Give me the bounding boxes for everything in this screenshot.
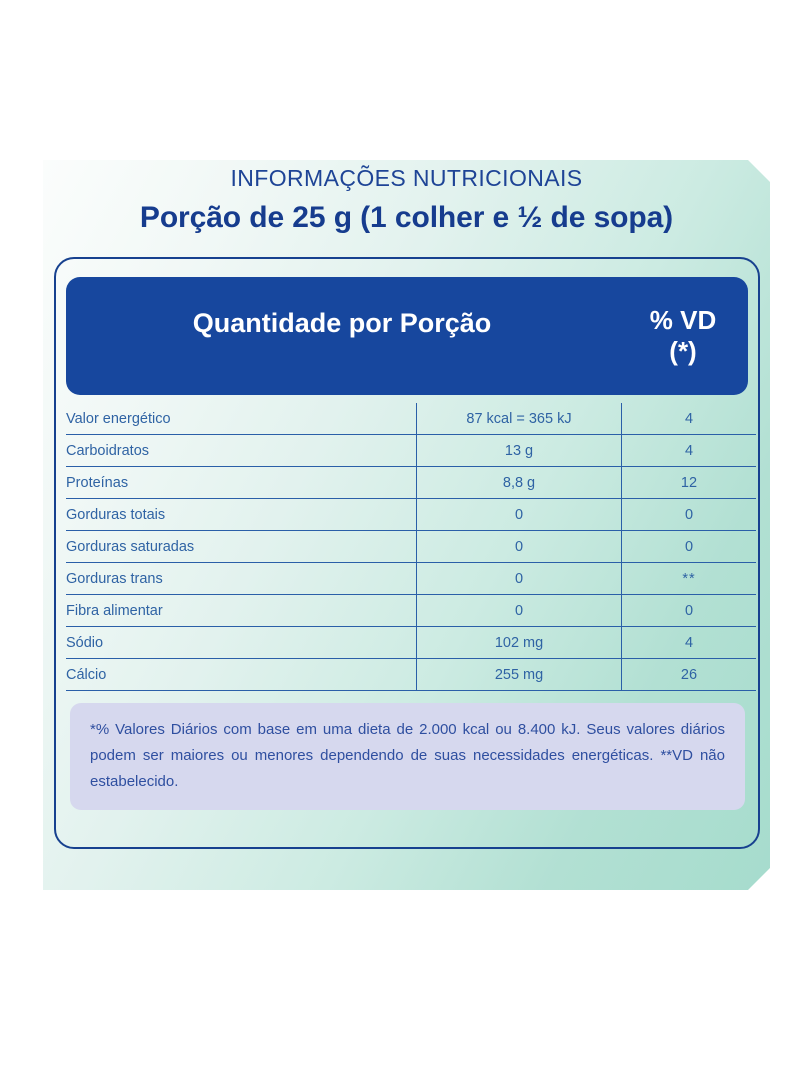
nutrient-amount: 13 g: [416, 434, 622, 467]
column-header-vd-label: % VD: [649, 305, 717, 336]
nutrient-vd: 4: [621, 434, 756, 467]
nutrient-vd: 0: [621, 594, 756, 627]
nutrient-name: Fibra alimentar: [66, 594, 417, 627]
table-outline: [54, 257, 760, 849]
table-column-header: Quantidade por Porção % VD (*): [66, 277, 748, 395]
table-row: Gorduras saturadas 0 0: [66, 530, 756, 563]
nutrient-name: Cálcio: [66, 658, 417, 691]
nutrient-vd: 0: [621, 530, 756, 563]
nutrition-table-body: Valor energético 87 kcal = 365 kJ 4 Carboid…: [66, 403, 756, 691]
nutrient-amount: 0: [416, 562, 622, 595]
nutrient-amount: 87 kcal = 365 kJ: [416, 403, 622, 435]
footnote-text: *% Valores Diários com base em uma dieta…: [90, 721, 725, 790]
table-row: Proteínas 8,8 g 12: [66, 466, 756, 499]
nutrient-name: Gorduras saturadas: [66, 530, 417, 563]
nutrient-name: Carboidratos: [66, 434, 417, 467]
nutrient-vd: 12: [621, 466, 756, 499]
nutrient-name: Gorduras trans: [66, 562, 417, 595]
table-row: Gorduras totais 0 0: [66, 498, 756, 531]
page-title: INFORMAÇÕES NUTRICIONAIS: [230, 165, 583, 191]
table-row: Valor energético 87 kcal = 365 kJ 4: [66, 403, 756, 435]
nutrient-amount: 0: [416, 594, 622, 627]
table-row: Cálcio 255 mg 26: [66, 658, 756, 691]
nutrient-name: Proteínas: [66, 466, 417, 499]
column-header-vd: % VD (*): [618, 305, 748, 366]
table-row: Sódio 102 mg 4: [66, 626, 756, 659]
nutrient-amount: 255 mg: [416, 658, 622, 691]
nutrition-table: Valor energético 87 kcal = 365 kJ 4 Carboid…: [66, 403, 756, 691]
nutrient-name: Valor energético: [66, 403, 417, 435]
nutrient-vd: **: [621, 562, 756, 595]
nutrient-amount: 8,8 g: [416, 466, 622, 499]
heading-block: INFORMAÇÕES NUTRICIONAIS Porção de 25 g …: [43, 160, 770, 235]
column-header-quantity: Quantidade por Porção: [192, 307, 492, 338]
nutrient-amount: 102 mg: [416, 626, 622, 659]
nutrient-vd: 26: [621, 658, 756, 691]
nutrient-vd: 4: [621, 626, 756, 659]
portion-subtitle: Porção de 25 g (1 colher e ½ de sopa): [139, 201, 674, 234]
nutrient-vd: 4: [621, 403, 756, 435]
table-row: Fibra alimentar 0 0: [66, 594, 756, 627]
nutrient-amount: 0: [416, 498, 622, 531]
footnote-box: *% Valores Diários com base em uma dieta…: [70, 703, 745, 811]
nutrition-facts-panel: INFORMAÇÕES NUTRICIONAIS Porção de 25 g …: [43, 160, 770, 890]
column-header-vd-note: (*): [669, 336, 697, 366]
nutrient-amount: 0: [416, 530, 622, 563]
table-row: Gorduras trans 0 **: [66, 562, 756, 595]
nutrient-name: Gorduras totais: [66, 498, 417, 531]
nutrient-name: Sódio: [66, 626, 417, 659]
nutrient-vd: 0: [621, 498, 756, 531]
